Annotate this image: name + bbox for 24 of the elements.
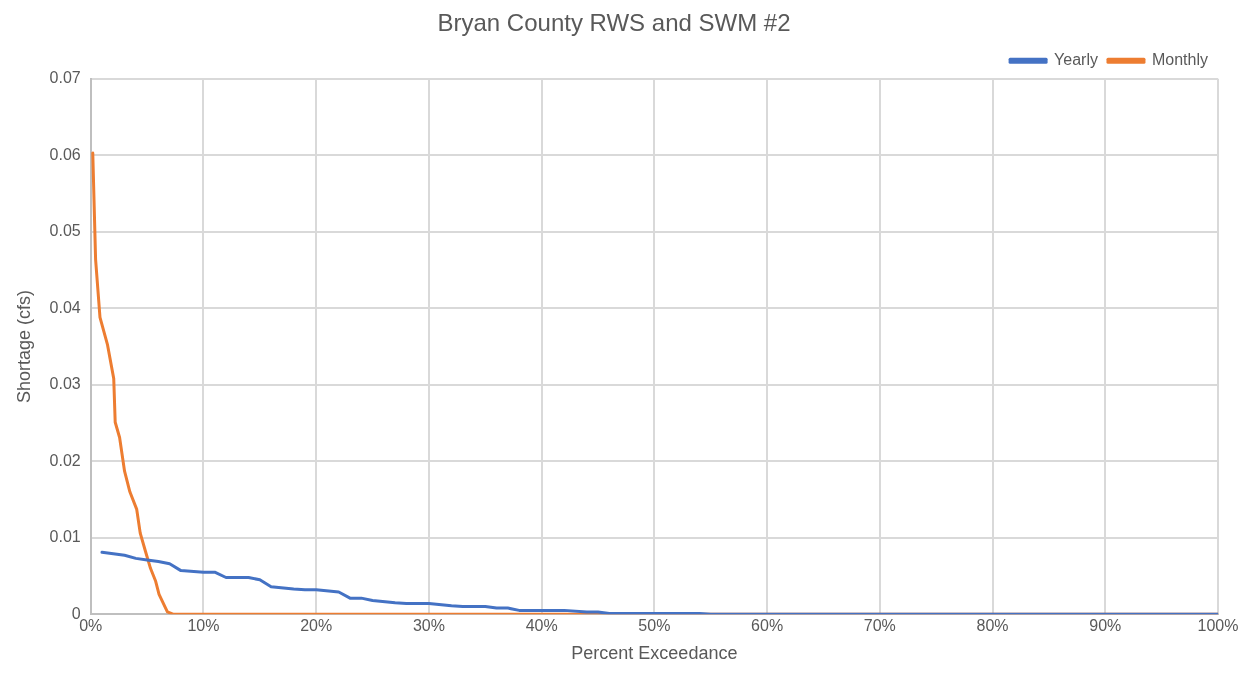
y-tick-label: 0 bbox=[71, 604, 81, 622]
y-tick-label: 0.07 bbox=[49, 69, 81, 87]
y-tick-label: 0.04 bbox=[49, 298, 81, 316]
x-tick-label: 90% bbox=[1089, 617, 1122, 635]
y-tick-label: 0.01 bbox=[49, 528, 81, 546]
legend-label: Yearly bbox=[1054, 51, 1098, 69]
x-tick-label: 30% bbox=[412, 617, 445, 635]
x-tick-label: 10% bbox=[187, 617, 220, 635]
x-axis-title: Percent Exceedance bbox=[571, 643, 738, 664]
x-tick-label: 80% bbox=[976, 617, 1009, 635]
y-tick-label: 0.02 bbox=[49, 451, 81, 469]
legend-label: Monthly bbox=[1151, 51, 1209, 69]
y-tick-label: 0.05 bbox=[49, 222, 81, 240]
y-tick-label: 0.06 bbox=[49, 145, 81, 163]
x-tick-label: 0% bbox=[79, 617, 103, 635]
x-tick-label: 70% bbox=[863, 617, 896, 635]
x-tick-label: 60% bbox=[751, 617, 784, 635]
x-tick-label: 50% bbox=[638, 617, 671, 635]
x-tick-label: 100% bbox=[1197, 617, 1239, 635]
x-tick-label: 40% bbox=[525, 617, 558, 635]
y-axis-title: Shortage (cfs) bbox=[13, 289, 34, 404]
chart-title: Bryan County RWS and SWM #2 bbox=[437, 9, 791, 37]
y-tick-label: 0.03 bbox=[49, 375, 81, 393]
x-tick-label: 20% bbox=[300, 617, 333, 635]
